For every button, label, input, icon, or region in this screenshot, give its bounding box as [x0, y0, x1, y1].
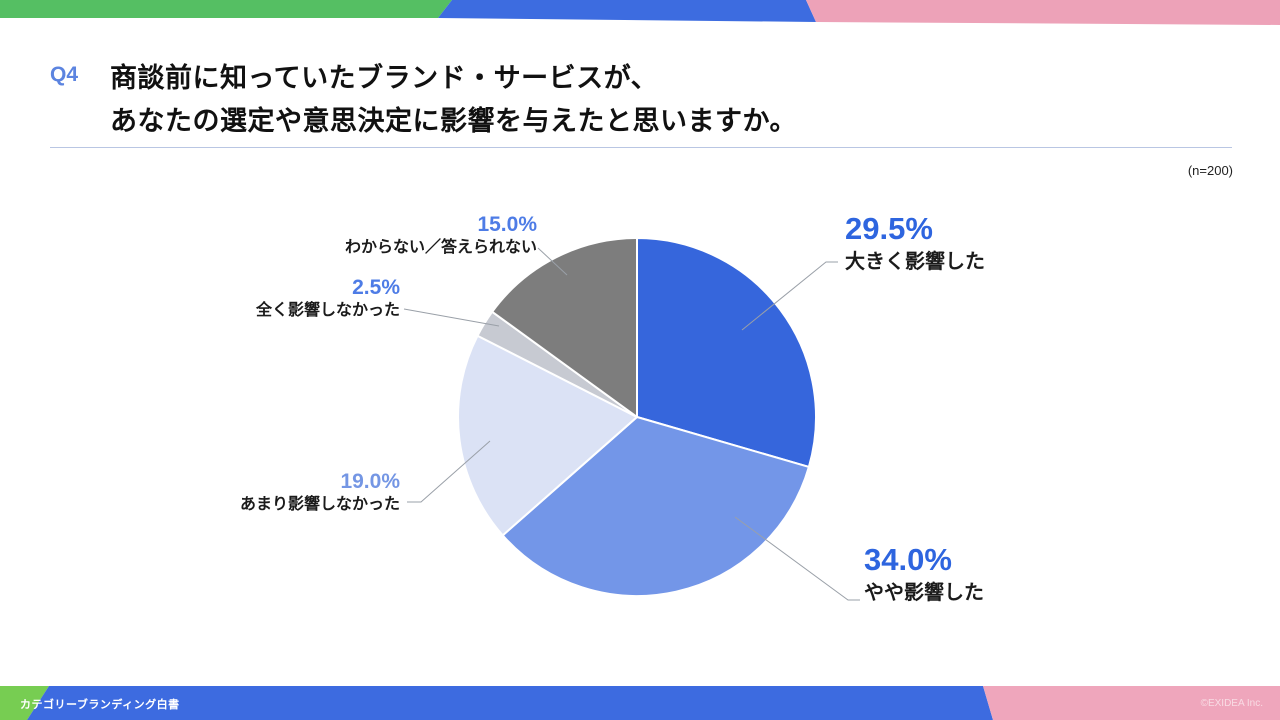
percent-value: 2.5% — [352, 276, 400, 299]
top-decoration-band — [0, 0, 1280, 26]
category-label: あまり影響しなかった — [239, 496, 400, 513]
percent-value: 19.0% — [340, 470, 400, 493]
pie-slice-1 — [501, 416, 810, 597]
category-label: わからない／答えられない — [344, 239, 537, 256]
title-line-1: 商談前に知っていたブランド・サービスが、 — [110, 63, 659, 93]
percent-value: 34.0% — [864, 542, 952, 577]
footer-pink-segment — [983, 686, 1280, 720]
pie-slice-0 — [636, 237, 817, 468]
leader-line-4 — [537, 247, 568, 276]
pie-slice-4 — [491, 237, 638, 418]
leader-line-2 — [407, 440, 491, 503]
percent-value: 15.0% — [477, 213, 537, 236]
header: Q4 商談前に知っていたブランド・サービスが、 あなたの選定や意思決定に影響を与… — [50, 57, 797, 143]
category-label: 大きく影響した — [845, 251, 985, 273]
footer-document-title: カテゴリーブランディング白書 — [20, 699, 180, 711]
footer-blue-segment — [27, 686, 993, 720]
pie-label-unknown: 15.0% わからない／答えられない — [345, 214, 537, 257]
title-divider — [50, 147, 1232, 148]
pie-label-little-influence: 19.0% あまり影響しなかった — [240, 471, 400, 514]
pie-label-somewhat-influence: 34.0% やや影響した — [864, 543, 984, 605]
pie-label-strong-influence: 29.5% 大きく影響した — [845, 212, 985, 274]
footer-copyright: ©EXIDEA Inc. — [1200, 698, 1263, 709]
sample-size-note: (n=200) — [1187, 163, 1233, 178]
category-label: 全く影響しなかった — [255, 302, 400, 319]
title-line-2: あなたの選定や意思決定に影響を与えたと思いますか。 — [110, 106, 797, 136]
pie-label-no-influence: 2.5% 全く影響しなかった — [256, 277, 400, 320]
footer-decoration-band: カテゴリーブランディング白書 ©EXIDEA Inc. — [0, 686, 1280, 720]
band-pink-segment — [806, 0, 1280, 25]
band-blue-segment — [438, 0, 816, 22]
leader-line-3 — [403, 308, 500, 327]
band-green-segment — [0, 0, 452, 18]
page-title: 商談前に知っていたブランド・サービスが、 あなたの選定や意思決定に影響を与えたと… — [110, 57, 797, 143]
leader-line-0 — [741, 261, 838, 331]
leader-line-1 — [734, 516, 860, 601]
question-number: Q4 — [50, 63, 79, 86]
category-label: やや影響した — [864, 582, 984, 604]
pie-slice-2 — [457, 334, 638, 537]
percent-value: 29.5% — [845, 211, 933, 246]
